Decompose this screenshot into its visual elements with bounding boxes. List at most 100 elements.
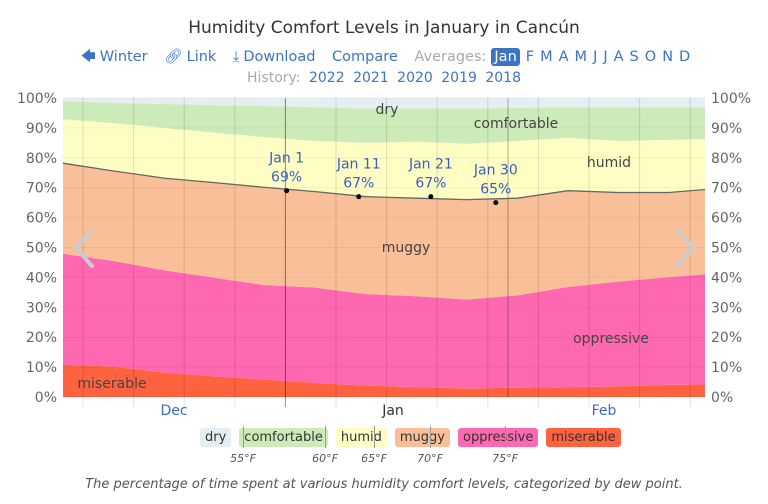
nav-bar: 🡄 Winter 🔗︎ Link ⤓ Download Compare Average… [0, 46, 768, 71]
annotation-value: 67% [415, 176, 446, 192]
y-tick-right: 100% [711, 91, 751, 107]
y-tick-left: 30% [26, 300, 57, 316]
averages-label: Averages: [414, 49, 487, 65]
legend-item-muggy: muggy [394, 428, 450, 447]
caption: The percentage of time spent at various … [85, 477, 683, 492]
y-tick-right: 0% [711, 390, 733, 406]
history-year[interactable]: 2019 [441, 70, 477, 86]
x-tick-Dec: Dec [160, 403, 187, 419]
month-link-6[interactable]: J [603, 49, 608, 65]
annotation-date: Jan 21 [408, 157, 453, 173]
threshold-label: 60°F [312, 452, 338, 465]
area-dry [63, 98, 705, 109]
legend-divider [430, 426, 431, 448]
legend-item-oppressive: oppressive [458, 428, 539, 447]
y-tick-left: 0% [35, 390, 57, 406]
y-tick-right: 60% [711, 211, 742, 227]
y-tick-right: 10% [711, 360, 742, 376]
threshold-label: 70°F [417, 452, 443, 465]
link-icon: 🔗︎ [164, 49, 183, 65]
legend-divider [325, 426, 326, 448]
annotation-point [356, 194, 362, 200]
annotation-point [493, 200, 499, 206]
history-bar: History: 2022 2021 2020 2019 2018 [0, 70, 768, 86]
x-tick-Feb: Feb [592, 403, 617, 419]
month-link-2[interactable]: M [540, 49, 553, 65]
month-link-3[interactable]: A [558, 49, 569, 65]
y-tick-left: 70% [26, 181, 57, 197]
muggy-threshold-line [62, 162, 706, 201]
band-label-oppressive: oppressive [573, 331, 649, 347]
compare-link[interactable]: Compare [332, 49, 398, 65]
y-tick-right: 80% [711, 151, 742, 167]
area-humid [63, 119, 705, 200]
history-year[interactable]: 2020 [397, 70, 433, 86]
threshold-label: 55°F [230, 452, 256, 465]
y-tick-right: 40% [711, 270, 742, 286]
y-tick-right: 90% [711, 121, 742, 137]
legend-divider [374, 426, 375, 448]
y-tick-left: 40% [26, 270, 57, 286]
y-tick-left: 100% [17, 91, 57, 107]
month-link-1[interactable]: F [525, 49, 535, 65]
month-link-0[interactable]: Jan [491, 48, 520, 66]
legend-item-dry: dry [200, 428, 232, 447]
area-oppressive [63, 253, 705, 389]
annotation-point [428, 194, 434, 200]
threshold-label: 65°F [361, 452, 387, 465]
chevron-left-icon[interactable] [73, 228, 94, 268]
y-tick-left: 20% [26, 330, 57, 346]
legend-item-humid: humid [335, 428, 387, 447]
chevron-right-icon[interactable] [675, 228, 696, 268]
area-miserable [63, 364, 705, 397]
link-button[interactable]: 🔗︎ Link [164, 48, 216, 65]
band-label-comfortable: comfortable [474, 116, 559, 132]
band-label-humid: humid [587, 155, 631, 171]
month-link-9[interactable]: O [644, 49, 657, 65]
annotation-date: Jan 30 [473, 163, 518, 179]
y-tick-left: 80% [26, 151, 57, 167]
link-label: Link [186, 49, 217, 65]
band-label-muggy: muggy [382, 240, 431, 256]
band-label-miserable: miserable [77, 376, 146, 392]
month-link-11[interactable]: D [679, 49, 691, 65]
history-year[interactable]: 2018 [485, 70, 521, 86]
annotation-point [284, 188, 290, 194]
y-tick-left: 60% [26, 211, 57, 227]
winter-link[interactable]: 🡄 Winter [81, 46, 148, 71]
threshold-label: 75°F [492, 452, 518, 465]
page-title: Humidity Comfort Levels in January in Ca… [188, 18, 580, 38]
humidity-chart: 0% 0% 10% 10% 20% 20% 30% 30% 40% 40% 50% 50% 60% 60%… [17, 91, 751, 419]
legend-divider [505, 426, 506, 448]
month-link-5[interactable]: J [593, 49, 598, 65]
annotation-value: 65% [480, 182, 511, 198]
month-link-7[interactable]: A [613, 49, 624, 65]
annotation-date: Jan 1 [268, 151, 304, 167]
y-tick-right: 70% [711, 181, 742, 197]
band-label-dry: dry [376, 102, 399, 118]
download-icon: ⤓ [232, 49, 240, 65]
winter-label: Winter [99, 49, 148, 65]
history-year[interactable]: 2021 [353, 70, 389, 86]
annotation-value: 67% [343, 176, 374, 192]
month-link-8[interactable]: S [629, 49, 639, 65]
download-button[interactable]: ⤓ Download [233, 49, 316, 65]
annotation-value: 69% [271, 170, 302, 186]
annotation-date: Jan 11 [336, 157, 381, 173]
y-tick-right: 30% [711, 300, 742, 316]
y-tick-left: 90% [26, 121, 57, 137]
legend: dry comfortable humid muggy oppressive misera… [200, 428, 629, 448]
y-tick-right: 50% [711, 241, 742, 257]
month-link-4[interactable]: M [574, 49, 588, 65]
arrow-left-icon: 🡄 [80, 49, 96, 65]
area-comfortable [63, 101, 705, 144]
area-muggy [63, 163, 705, 300]
y-tick-left: 50% [26, 241, 57, 257]
history-year[interactable]: 2022 [308, 70, 345, 86]
y-tick-right: 20% [711, 330, 742, 346]
month-link-10[interactable]: N [662, 49, 674, 65]
legend-item-comfortable: comfortable [239, 428, 328, 447]
legend-item-miserable: miserable [546, 428, 621, 447]
history-label: History: [247, 70, 301, 86]
y-tick-left: 10% [26, 360, 57, 376]
